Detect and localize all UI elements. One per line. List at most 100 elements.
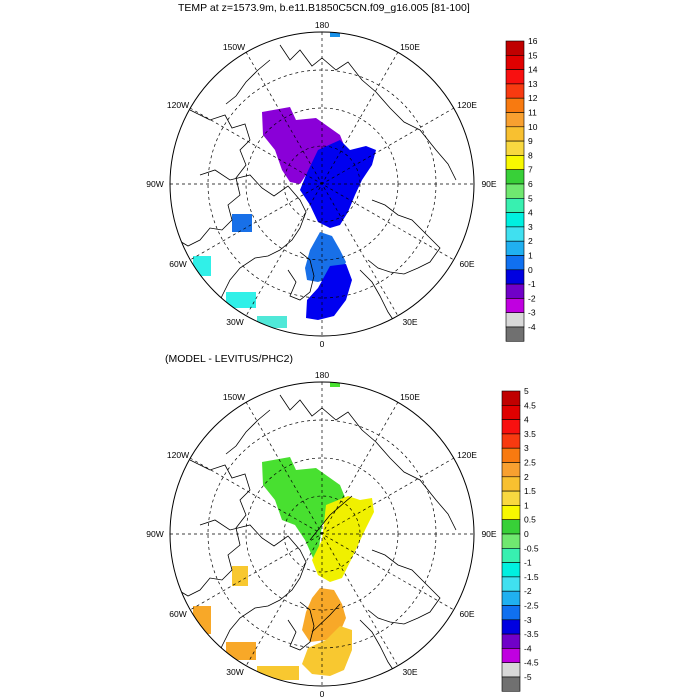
colorbar-label: 0.5 bbox=[524, 515, 536, 525]
colorbar-swatch bbox=[501, 462, 521, 478]
colorbar-swatch bbox=[501, 662, 521, 678]
panel2-lon-label-180: 180 bbox=[315, 370, 329, 380]
colorbar-swatch bbox=[501, 605, 521, 621]
colorbar-label: -3 bbox=[528, 308, 536, 318]
colorbar-swatch bbox=[501, 447, 521, 463]
panel1-title: TEMP at z=1573.9m, b.e11.B1850C5CN.f09_g… bbox=[178, 2, 470, 14]
panel1-lon-label-150e: 150E bbox=[400, 42, 420, 52]
colorbar-label: 12 bbox=[528, 93, 538, 103]
panel1-lon-label-180: 180 bbox=[315, 20, 329, 30]
colorbar-label: 4 bbox=[528, 208, 533, 218]
colorbar-label: -2 bbox=[524, 586, 532, 596]
colorbar-label: -2.5 bbox=[524, 601, 539, 611]
colorbar-label: 14 bbox=[528, 65, 538, 75]
colorbar-label: -4 bbox=[524, 643, 532, 653]
panel2-title: (MODEL - LEVITUS/PHC2) bbox=[165, 353, 293, 365]
colorbar-label: 1 bbox=[524, 500, 529, 510]
colorbar-label: 0 bbox=[524, 529, 529, 539]
panel2-lon-label-30w: 30W bbox=[226, 667, 243, 677]
colorbar-swatch bbox=[501, 505, 521, 520]
colorbar-label: 7 bbox=[528, 165, 533, 175]
panel2-gold-region-lower bbox=[302, 626, 352, 676]
colorbar-label: -3.5 bbox=[524, 629, 539, 639]
colorbar-label: -4 bbox=[528, 322, 536, 332]
colorbar-label: 2 bbox=[528, 236, 533, 246]
colorbar-label: 5 bbox=[524, 386, 529, 396]
panel1-blue-patch-west bbox=[232, 214, 252, 232]
panel2-green-region bbox=[262, 457, 346, 560]
panel2-orange-patch-60w bbox=[193, 606, 211, 634]
colorbar-label: 9 bbox=[528, 136, 533, 146]
colorbar-swatch bbox=[501, 419, 521, 435]
colorbar-label: 5 bbox=[528, 193, 533, 203]
colorbar-label: 2 bbox=[524, 472, 529, 482]
colorbar-swatch bbox=[501, 576, 521, 592]
panel1-blue-region-lower bbox=[306, 264, 352, 320]
panel2-lon-label-60e: 60E bbox=[459, 609, 474, 619]
panel2-lon-label-150e: 150E bbox=[400, 392, 420, 402]
panel1-lon-label-60e: 60E bbox=[459, 259, 474, 269]
colorbar-swatch bbox=[501, 619, 521, 635]
panel1-map-border bbox=[169, 31, 475, 337]
panel2-map-border bbox=[169, 381, 475, 687]
panel1-purple-region bbox=[262, 107, 346, 184]
panel2-lon-label-30e: 30E bbox=[402, 667, 417, 677]
colorbar-swatch bbox=[501, 390, 521, 406]
panel2-lon-label-90w: 90W bbox=[146, 529, 163, 539]
panel2-lon-label-60w: 60W bbox=[169, 609, 186, 619]
colorbar-swatch bbox=[501, 404, 521, 420]
colorbar-label: 4.5 bbox=[524, 400, 536, 410]
colorbar-swatch bbox=[501, 562, 521, 578]
colorbar-label: 2.5 bbox=[524, 458, 536, 468]
colorbar-label: 1 bbox=[528, 251, 533, 261]
colorbar-label: 3 bbox=[528, 222, 533, 232]
panel2-lon-label-150w: 150W bbox=[223, 392, 245, 402]
colorbar-label: -5 bbox=[524, 672, 532, 682]
colorbar-swatch bbox=[501, 590, 521, 606]
colorbar-swatch bbox=[501, 633, 521, 649]
colorbar-label: 3 bbox=[524, 443, 529, 453]
colorbar-label: 4 bbox=[524, 415, 529, 425]
colorbar-swatch bbox=[501, 519, 521, 535]
panel1-graticule bbox=[170, 32, 474, 336]
colorbar-label: -3 bbox=[524, 615, 532, 625]
panel1-lon-label-60w: 60W bbox=[169, 259, 186, 269]
colorbar-swatch bbox=[501, 533, 521, 549]
panel1-lon-label-90w: 90W bbox=[146, 179, 163, 189]
panel1-lon-label-150w: 150W bbox=[223, 42, 245, 52]
panel1-lon-label-30w: 30W bbox=[226, 317, 243, 327]
panel2-field bbox=[193, 382, 374, 680]
colorbar-label: -1.5 bbox=[524, 572, 539, 582]
colorbar-label: 15 bbox=[528, 50, 538, 60]
colorbar-label: 8 bbox=[528, 150, 533, 160]
colorbar-swatch bbox=[501, 476, 521, 492]
colorbar-swatch bbox=[501, 433, 521, 449]
panel2-green-patch-top bbox=[330, 382, 340, 387]
colorbar-label: 6 bbox=[528, 179, 533, 189]
panel1-cyan-patch-30w bbox=[226, 292, 256, 308]
panel1-lon-label-0: 0 bbox=[320, 339, 325, 349]
panel1-lon-label-90e: 90E bbox=[481, 179, 496, 189]
panel1-cyan-patch-top bbox=[330, 32, 340, 37]
colorbar-label: -2 bbox=[528, 293, 536, 303]
panel2-colorbar: 5 4.5 4 3.5 3 2.5 2 1.5 1 0.5 0 -0.5 -1 -1.5 -2 -2.5 -3 -… bbox=[501, 386, 539, 692]
panel1-lon-label-120e: 120E bbox=[457, 100, 477, 110]
colorbar-label: 16 bbox=[528, 36, 538, 46]
colorbar-label: 13 bbox=[528, 79, 538, 89]
colorbar-swatch bbox=[501, 676, 521, 692]
panel2-orange-patch-30w bbox=[226, 642, 256, 660]
panel2-lon-label-120e: 120E bbox=[457, 450, 477, 460]
colorbar-label: 11 bbox=[528, 108, 537, 118]
colorbar-swatch bbox=[505, 326, 525, 342]
colorbar-label: 10 bbox=[528, 122, 538, 132]
panel2-lon-label-120w: 120W bbox=[167, 450, 189, 460]
panel1-lon-label-30e: 30E bbox=[402, 317, 417, 327]
colorbar-label: -1 bbox=[524, 558, 532, 568]
colorbar-label: -0.5 bbox=[524, 543, 539, 553]
colorbar-label: -1 bbox=[528, 279, 536, 289]
colorbar-swatch bbox=[501, 547, 521, 563]
panel2-graticule bbox=[170, 382, 474, 686]
